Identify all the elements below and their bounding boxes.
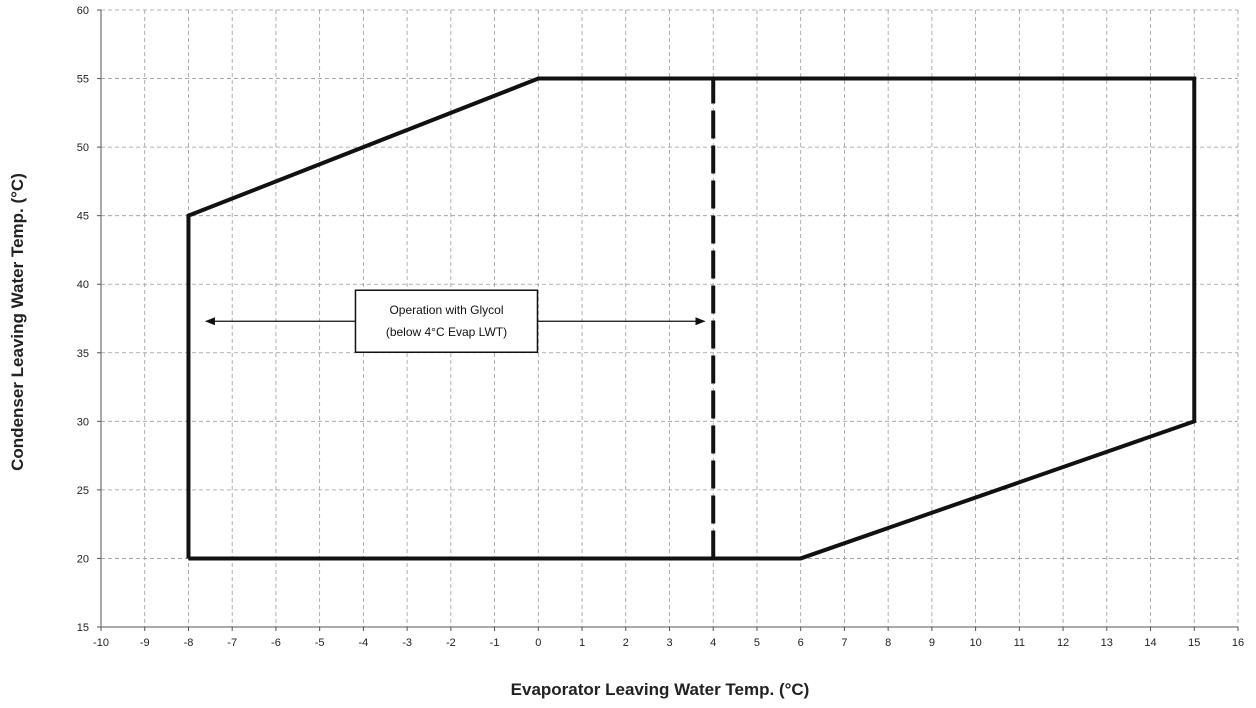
x-tick-label: 1 xyxy=(579,637,585,649)
x-tick-label: -9 xyxy=(140,637,150,649)
x-tick-label: 11 xyxy=(1014,637,1025,649)
operating-envelope xyxy=(186,76,1197,561)
y-tick-label: 25 xyxy=(77,485,89,497)
x-tick-label: -3 xyxy=(402,637,412,649)
x-axis-ticks: -10 -9 -8 -7 -6 -5 -4 -3 -2 -1 0 1 2 3 4 5 6 7 8 9 10 11 12 13 1… xyxy=(93,627,1244,649)
x-tick-label: -5 xyxy=(315,637,325,649)
x-tick-label: 3 xyxy=(666,637,672,649)
y-tick-label: 15 xyxy=(77,622,89,634)
x-tick-label: 7 xyxy=(841,637,847,649)
x-tick-label: -8 xyxy=(184,637,194,649)
x-tick-label: -7 xyxy=(227,637,237,649)
x-tick-label: 0 xyxy=(535,637,541,649)
x-tick-label: 2 xyxy=(623,637,629,649)
grid xyxy=(100,9,1239,628)
x-tick-label: 15 xyxy=(1188,637,1200,649)
y-axis-ticks: 15 20 25 30 35 40 45 50 55 60 xyxy=(77,5,101,634)
x-axis-title: Evaporator Leaving Water Temp. (°C) xyxy=(511,680,810,699)
x-tick-label: -2 xyxy=(446,637,456,649)
x-tick-label: 9 xyxy=(929,637,935,649)
x-tick-label: 13 xyxy=(1101,637,1113,649)
y-tick-label: 50 xyxy=(77,142,89,154)
x-tick-label: 8 xyxy=(885,637,891,649)
x-tick-label: 10 xyxy=(969,637,981,649)
x-tick-label: -4 xyxy=(358,637,368,649)
y-axis-title: Condenser Leaving Water Temp. (°C) xyxy=(8,173,27,471)
x-tick-label: 4 xyxy=(710,637,716,649)
y-tick-label: 60 xyxy=(77,5,89,17)
y-tick-label: 45 xyxy=(77,211,89,223)
x-tick-label: -6 xyxy=(271,637,281,649)
x-tick-label: -10 xyxy=(93,637,109,649)
annotation-box xyxy=(354,289,539,353)
y-tick-label: 20 xyxy=(77,553,89,565)
annotation-line-1: Operation with Glycol xyxy=(389,303,503,317)
x-tick-label: 6 xyxy=(798,637,804,649)
x-tick-label: 5 xyxy=(754,637,760,649)
annotation-line-2: (below 4°C Evap LWT) xyxy=(386,325,507,339)
y-tick-label: 30 xyxy=(77,416,89,428)
x-tick-label: -1 xyxy=(490,637,500,649)
x-tick-label: 16 xyxy=(1232,637,1244,649)
x-tick-label: 12 xyxy=(1057,637,1069,649)
y-tick-label: 35 xyxy=(77,348,89,360)
x-tick-label: 14 xyxy=(1144,637,1156,649)
y-tick-label: 40 xyxy=(77,279,89,291)
y-tick-label: 55 xyxy=(77,74,89,86)
